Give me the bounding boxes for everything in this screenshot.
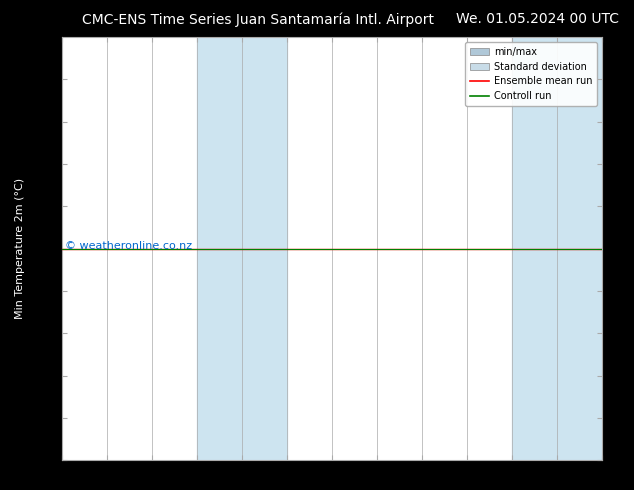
Y-axis label: Min Temperature 2m (°C): Min Temperature 2m (°C) xyxy=(15,178,25,319)
Bar xyxy=(512,37,602,460)
Text: © weatheronline.co.nz: © weatheronline.co.nz xyxy=(65,242,192,251)
Text: We. 01.05.2024 00 UTC: We. 01.05.2024 00 UTC xyxy=(456,12,619,26)
Bar xyxy=(197,37,287,460)
Legend: min/max, Standard deviation, Ensemble mean run, Controll run: min/max, Standard deviation, Ensemble me… xyxy=(465,42,597,106)
Text: CMC-ENS Time Series Juan Santamaría Intl. Airport: CMC-ENS Time Series Juan Santamaría Intl… xyxy=(82,12,434,27)
